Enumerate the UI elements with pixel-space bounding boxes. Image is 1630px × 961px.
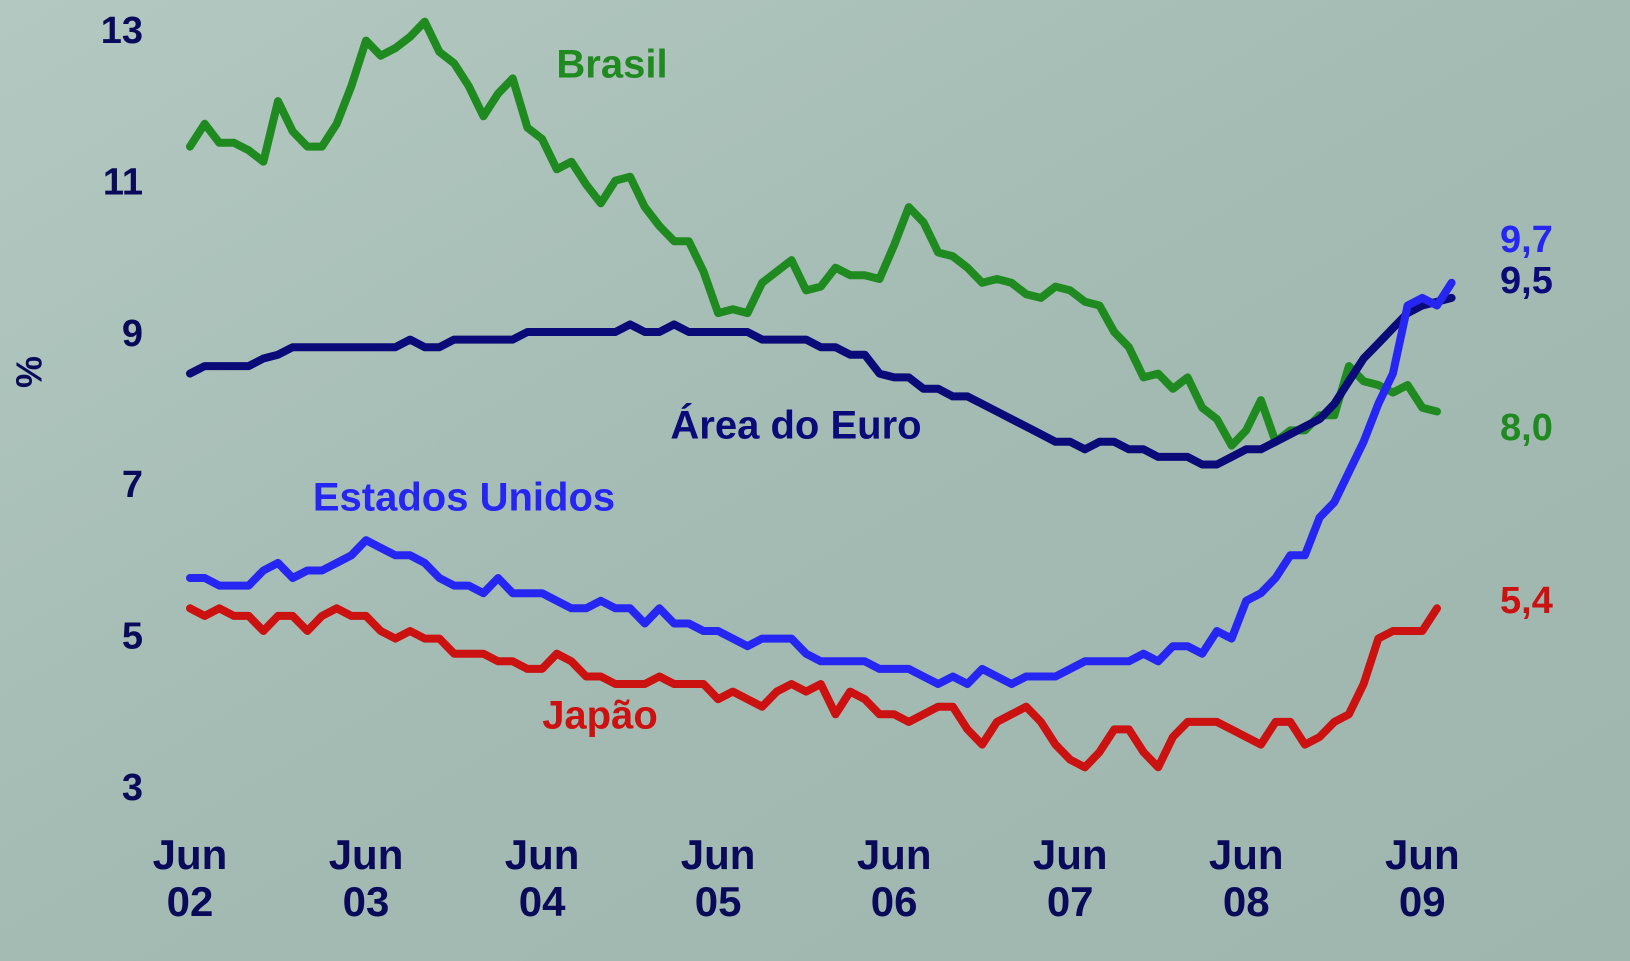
y-tick-label: 13 (101, 10, 143, 52)
end-value-label: 9,7 (1500, 219, 1553, 261)
x-tick-label: Jun 04 (505, 831, 580, 925)
y-tick-label: 5 (122, 616, 143, 658)
series-line (186, 293, 1456, 469)
y-tick-label: 11 (103, 161, 143, 203)
x-tick-label: Jun 03 (329, 831, 404, 925)
series-line (186, 17, 1441, 450)
y-axis-label: % (9, 356, 50, 388)
y-tick-label: 3 (122, 767, 143, 809)
x-tick-label: Jun 02 (153, 831, 228, 925)
series-line (186, 278, 1456, 688)
series-name: Estados Unidos (313, 476, 615, 520)
end-value-label: 5,4 (1500, 580, 1553, 622)
x-tick-label: Jun 06 (857, 831, 932, 925)
x-tick-label: Jun 09 (1385, 831, 1460, 925)
end-value-label: 8,0 (1500, 407, 1553, 449)
series-name: Japão (542, 694, 658, 738)
series-name: Área do Euro (670, 403, 921, 448)
series-name: Brasil (556, 43, 667, 87)
x-tick-label: Jun 07 (1033, 831, 1108, 925)
x-tick-label: Jun 08 (1209, 831, 1284, 925)
series-line (186, 604, 1441, 772)
y-tick-label: 9 (122, 313, 143, 355)
x-tick-label: Jun 05 (681, 831, 756, 925)
y-tick-label: 7 (122, 464, 143, 506)
end-value-label: 9,5 (1500, 260, 1553, 302)
